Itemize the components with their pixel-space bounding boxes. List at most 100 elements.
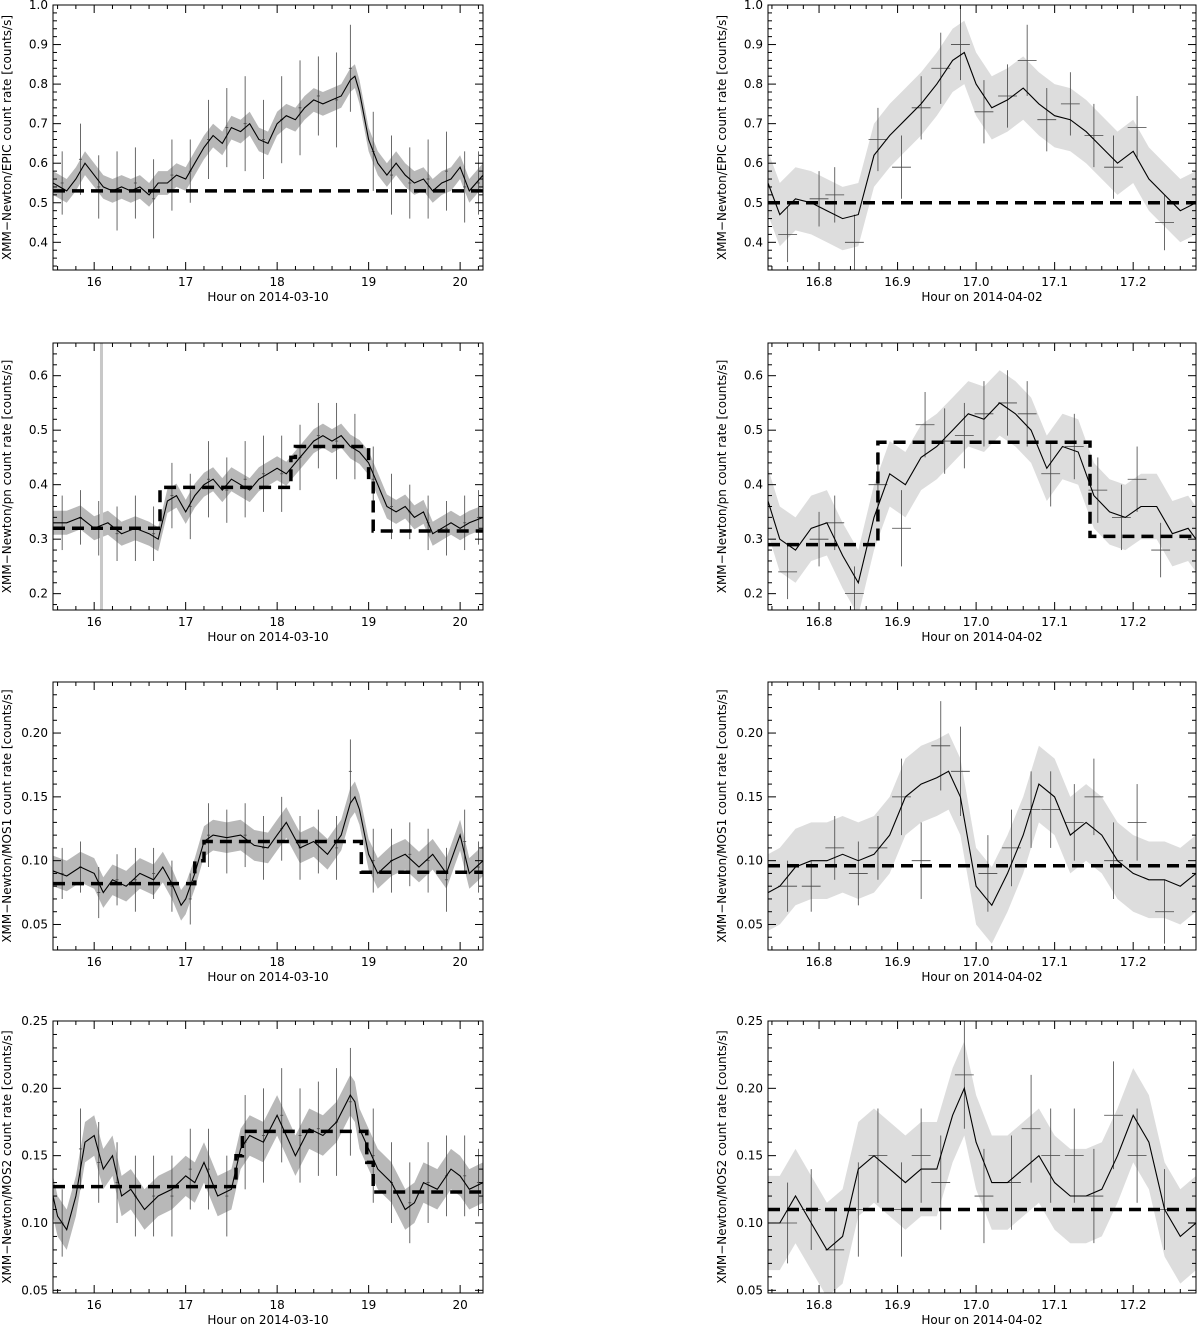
panel-pn-0310: 16 17 18 19 20 0.2 0.3 0.4 0.5 0.6 Hour on 2014-03…: [0, 342, 484, 644]
y-tick-label: 0.6: [29, 369, 48, 383]
axes-frame: [767, 4, 1197, 271]
x-tick-label: 19: [361, 955, 376, 969]
plot-area: [768, 8, 1196, 270]
plot-area: [768, 701, 1196, 944]
x-tick-label: 16.8: [806, 1298, 833, 1312]
confidence-band: [768, 733, 1196, 944]
x-tick-label: 16: [87, 1298, 102, 1312]
y-tick-label: 0.2: [744, 587, 763, 601]
smoothed-light-curve: [768, 402, 1196, 585]
x-tick-label: 18: [270, 1298, 285, 1312]
x-tick-label: 19: [361, 275, 376, 289]
x-tick-label: 16.8: [806, 955, 833, 969]
x-tick-label: 17.2: [1120, 275, 1147, 289]
y-tick-label: 0.6: [29, 156, 48, 170]
y-tick-label: 0.05: [21, 1283, 48, 1297]
x-tick-label: 17.0: [963, 275, 990, 289]
y-tick-label: 0.4: [29, 478, 48, 492]
x-tick-label: 17.2: [1120, 955, 1147, 969]
y-tick-label: 0.8: [29, 77, 48, 91]
x-tick-label: 17.1: [1041, 275, 1068, 289]
confidence-band: [53, 781, 483, 921]
y-tick-label: 1.0: [744, 0, 763, 12]
y-tick-label: 0.05: [736, 1283, 763, 1297]
x-tick-label: 17: [178, 1298, 193, 1312]
x-axis-label: Hour on 2014-03-10: [207, 290, 328, 304]
x-tick-label: 20: [452, 275, 467, 289]
x-tick-label: 17.0: [963, 955, 990, 969]
confidence-band: [768, 20, 1196, 251]
y-tick-label: 0.2: [29, 587, 48, 601]
x-tick-label: 16.8: [806, 615, 833, 629]
x-tick-label: 18: [270, 275, 285, 289]
y-tick-label: 0.05: [736, 917, 763, 931]
y-axis-label: XMM−Newton/pn count rate [counts/s]: [0, 360, 14, 594]
plot-area: [53, 739, 483, 925]
axes-frame: [767, 681, 1197, 951]
smoothed-light-curve: [768, 1086, 1196, 1251]
smoothed-light-curve: [53, 434, 483, 541]
x-tick-label: 17.0: [963, 615, 990, 629]
y-tick-label: 0.4: [744, 478, 763, 492]
x-tick-label: 20: [452, 955, 467, 969]
axes-frame: [52, 1020, 484, 1294]
x-tick-label: 16: [87, 275, 102, 289]
confidence-band: [53, 64, 483, 207]
x-tick-label: 17.1: [1041, 1298, 1068, 1312]
x-tick-label: 16.9: [884, 1298, 911, 1312]
panel-mos2-0310: 16 17 18 19 20 0.05 0.10 0.15 0.20 0.25 Hour on 20…: [0, 1014, 484, 1327]
block-step-function: [768, 440, 1196, 547]
y-tick-label: 0.10: [21, 854, 48, 868]
y-tick-label: 0.4: [29, 235, 48, 249]
x-tick-label: 17.1: [1041, 955, 1068, 969]
x-axis-label: Hour on 2014-03-10: [207, 970, 328, 984]
axes-frame: [52, 4, 484, 271]
y-tick-label: 0.3: [29, 532, 48, 546]
x-tick-label: 20: [452, 1298, 467, 1312]
y-tick-label: 0.20: [736, 1081, 763, 1095]
x-tick-label: 16: [87, 615, 102, 629]
y-tick-label: 0.7: [29, 117, 48, 131]
confidence-band: [768, 370, 1196, 610]
x-axis-label: Hour on 2014-04-02: [921, 1313, 1042, 1327]
y-tick-label: 0.10: [736, 1216, 763, 1230]
y-tick-label: 0.20: [21, 1081, 48, 1095]
y-axis-label: XMM−Newton/MOS2 count rate [counts/s]: [715, 1030, 729, 1283]
x-tick-label: 17.0: [963, 1298, 990, 1312]
y-tick-label: 0.15: [21, 790, 48, 804]
y-axis-label: XMM−Newton/MOS2 count rate [counts/s]: [0, 1030, 14, 1283]
y-tick-label: 0.5: [744, 423, 763, 437]
y-tick-label: 0.20: [736, 726, 763, 740]
y-tick-label: 0.7: [744, 117, 763, 131]
x-tick-label: 16.8: [806, 275, 833, 289]
x-axis-label: Hour on 2014-04-02: [921, 970, 1042, 984]
y-tick-label: 0.9: [29, 38, 48, 52]
y-tick-label: 0.10: [21, 1216, 48, 1230]
x-tick-label: 16.9: [884, 615, 911, 629]
y-axis-label: XMM−Newton/MOS1 count rate [counts/s]: [715, 689, 729, 942]
y-tick-label: 0.15: [736, 1149, 763, 1163]
x-tick-label: 16.9: [884, 275, 911, 289]
confidence-band: [53, 1074, 483, 1250]
smoothed-light-curve: [768, 770, 1196, 907]
x-axis-label: Hour on 2014-03-10: [207, 630, 328, 644]
smoothed-light-curve: [53, 1094, 483, 1232]
y-axis-label: XMM−Newton/MOS1 count rate [counts/s]: [0, 689, 14, 942]
y-tick-label: 0.5: [29, 196, 48, 210]
y-tick-label: 0.15: [736, 790, 763, 804]
panel-epic-0310: 16 17 18 19 20 0.4 0.5 0.6 0.7 0.8 0.9 1.0 Hour on 2…: [0, 0, 484, 304]
x-tick-label: 16.9: [884, 955, 911, 969]
x-axis-label: Hour on 2014-04-02: [921, 290, 1042, 304]
y-tick-label: 0.05: [21, 917, 48, 931]
y-tick-label: 0.3: [744, 532, 763, 546]
y-tick-label: 0.5: [29, 423, 48, 437]
plot-area: [768, 1021, 1196, 1293]
block-step-function: [53, 444, 483, 533]
x-tick-label: 18: [270, 615, 285, 629]
plot-area: [768, 370, 1196, 610]
axes-frame: [767, 1020, 1197, 1294]
y-tick-label: 0.6: [744, 156, 763, 170]
x-axis-label: Hour on 2014-04-02: [921, 630, 1042, 644]
